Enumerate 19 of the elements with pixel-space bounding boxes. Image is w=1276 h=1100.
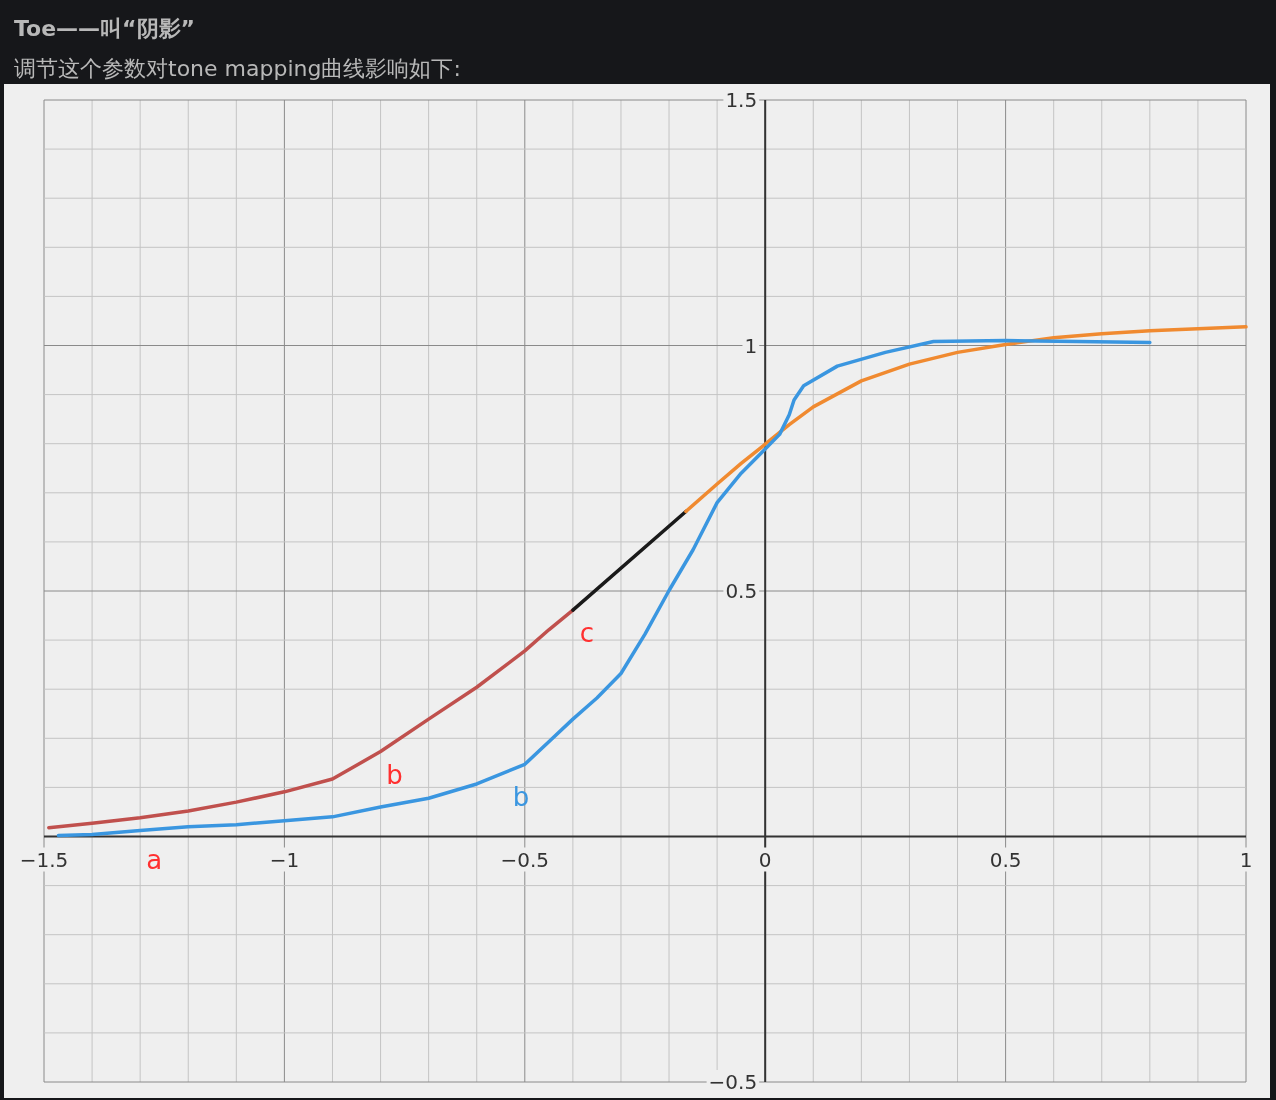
annotation: a <box>146 844 163 875</box>
line-series <box>56 338 1152 838</box>
chart-title: Toe——叫“阴影” <box>14 16 196 41</box>
line-series <box>684 325 1248 514</box>
annotation: c <box>579 618 595 649</box>
x-tick-label: 0.5 <box>989 847 1022 872</box>
line-series <box>47 608 575 830</box>
chart-subtitle: 调节这个参数对tone mapping曲线影响如下: <box>14 56 461 81</box>
x-tick-label: 1 <box>1239 847 1253 872</box>
x-tick-label: −0.5 <box>500 847 550 872</box>
y-tick-label: 1.5 <box>725 88 758 112</box>
x-tick-label: 0 <box>758 847 772 872</box>
y-tick-label: −0.5 <box>708 1070 758 1094</box>
annotation: b <box>386 759 403 790</box>
y-tick-label: 0.5 <box>725 579 758 603</box>
x-tick-label: −1 <box>269 847 300 872</box>
y-tick-label: 1 <box>744 333 758 358</box>
x-tick-label: −1.5 <box>19 847 69 872</box>
series-label: b <box>512 782 530 813</box>
